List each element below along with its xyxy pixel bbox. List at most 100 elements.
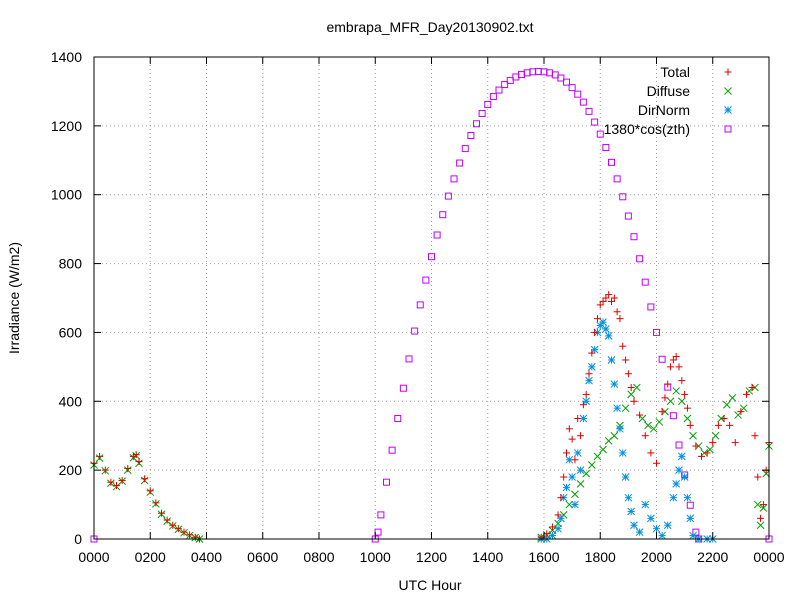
x-tick-label: 0200: [135, 549, 166, 565]
data-point: [653, 328, 660, 336]
data-point: [678, 377, 686, 385]
data-point: [579, 401, 587, 409]
data-point: [675, 363, 683, 371]
data-point: [599, 318, 607, 326]
data-point: [647, 303, 655, 311]
x-tick-label: 0400: [191, 549, 222, 565]
x-tick-label: 0000: [753, 549, 784, 565]
legend-label: Total: [660, 64, 690, 80]
data-point: [686, 421, 694, 429]
data-point: [579, 98, 587, 106]
data-point: [622, 356, 630, 364]
data-point: [630, 521, 638, 530]
data-point: [632, 383, 641, 392]
data-point: [720, 415, 728, 422]
data-point: [613, 175, 621, 183]
data-point: [529, 68, 537, 76]
data-point: [675, 466, 683, 474]
data-point: [568, 84, 576, 92]
data-point: [658, 408, 666, 416]
legend-label: 1380*cos(zth): [604, 121, 690, 137]
data-point: [557, 494, 565, 502]
data-point: [669, 493, 678, 502]
data-point: [416, 301, 424, 309]
data-point: [548, 523, 556, 531]
x-tick-label: 0800: [303, 549, 334, 565]
data-point: [644, 421, 652, 430]
data-point: [568, 473, 576, 481]
data-point: [669, 412, 677, 420]
data-point: [627, 507, 636, 516]
data-point: [585, 376, 593, 385]
data-point: [664, 380, 672, 388]
data-point: [456, 159, 464, 167]
data-point: [523, 69, 531, 77]
data-point: [163, 516, 171, 524]
data-point: [574, 90, 582, 98]
data-point: [667, 363, 675, 371]
data-point: [599, 445, 607, 454]
data-point: [751, 432, 759, 440]
data-point: [565, 425, 573, 433]
data-point: [647, 514, 655, 523]
legend-label: DirNorm: [638, 102, 690, 118]
data-point: [576, 466, 585, 474]
data-point: [652, 524, 661, 533]
data-point: [534, 67, 542, 75]
data-point: [647, 449, 655, 457]
data-point: [658, 531, 666, 540]
data-point: [689, 431, 697, 440]
data-point: [619, 342, 627, 350]
data-point: [593, 315, 601, 323]
data-point: [557, 74, 565, 82]
data-point: [658, 355, 666, 363]
data-point: [683, 414, 692, 423]
data-point: [512, 73, 520, 81]
data-point: [582, 390, 590, 398]
data-point: [731, 439, 739, 447]
data-point: [587, 461, 596, 469]
data-point: [571, 490, 579, 499]
data-point: [616, 424, 624, 433]
legend: Total Diffuse DirNorm 1380*cos(zth): [604, 64, 732, 137]
data-point: [146, 487, 154, 495]
data-point: [641, 278, 649, 286]
data-point: [613, 404, 621, 413]
data-point: [635, 528, 644, 536]
data-point: [582, 469, 591, 478]
data-point: [754, 473, 762, 481]
data-point: [757, 514, 765, 522]
series-1: [90, 383, 773, 543]
data-point: [399, 384, 407, 392]
data-point: [169, 521, 177, 529]
data-point: [560, 473, 568, 481]
data-point: [602, 144, 610, 152]
data-point: [613, 308, 621, 316]
data-point: [677, 397, 686, 406]
data-point: [692, 442, 700, 450]
data-point: [686, 501, 694, 509]
data-point: [107, 478, 115, 486]
data-point: [577, 432, 585, 440]
data-point: [124, 464, 132, 472]
data-point: [506, 76, 514, 84]
data-point: [726, 421, 734, 429]
y-tick-label: 200: [59, 462, 83, 478]
data-point: [484, 101, 492, 109]
data-point: [677, 452, 686, 461]
data-point: [653, 459, 660, 467]
data-point: [619, 193, 627, 201]
y-tick-label: 1400: [51, 49, 82, 65]
data-point: [624, 212, 632, 220]
data-point: [714, 421, 722, 429]
data-point: [546, 69, 554, 77]
y-tick-label: 1000: [51, 187, 82, 203]
data-point: [698, 452, 705, 460]
data-point: [610, 380, 619, 388]
data-point: [554, 524, 562, 533]
data-point: [711, 431, 720, 440]
data-point: [607, 356, 616, 364]
data-point: [605, 291, 613, 299]
data-point: [548, 531, 557, 540]
data-point: [663, 521, 672, 530]
